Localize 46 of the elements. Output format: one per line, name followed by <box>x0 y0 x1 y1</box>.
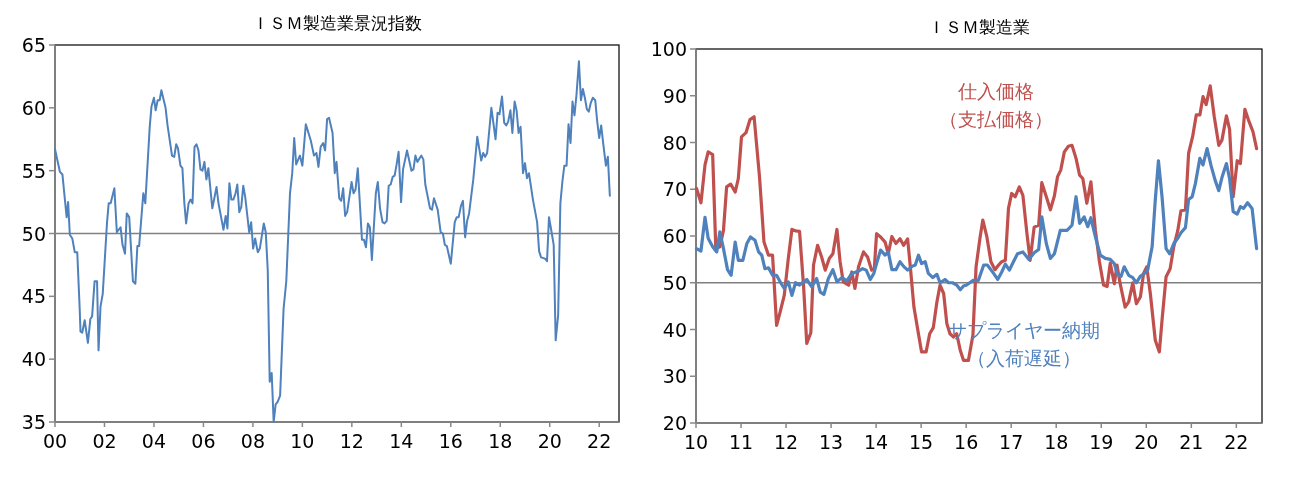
x-tick-label: 00 <box>42 430 68 452</box>
y-tick-label: 40 <box>21 348 46 371</box>
x-tick-label: 10 <box>290 430 315 452</box>
x-tick-label: 02 <box>92 430 117 452</box>
x-tick-label: 22 <box>587 430 612 452</box>
x-tick-label: 04 <box>141 430 167 452</box>
y-tick-label: 60 <box>662 225 687 247</box>
x-tick-label: 21 <box>1179 431 1204 453</box>
x-tick-label: 12 <box>339 430 364 452</box>
y-tick-label: 20 <box>662 412 687 434</box>
x-tick-label: 16 <box>954 431 979 453</box>
line-series <box>54 60 611 423</box>
y-tick-label: 30 <box>662 365 687 388</box>
y-tick-label: 35 <box>21 411 46 433</box>
x-tick-label: 08 <box>240 430 265 452</box>
line-series <box>694 146 1259 297</box>
x-tick-label: 19 <box>1089 431 1114 453</box>
y-tick-label: 65 <box>21 34 46 56</box>
chart-title: ＩＳＭ製造業景況指数 <box>252 13 422 33</box>
x-tick-label: 11 <box>728 431 754 453</box>
x-tick-label: 10 <box>683 431 709 453</box>
x-tick-label: 20 <box>537 430 562 452</box>
y-tick-label: 40 <box>662 318 687 341</box>
x-tick-label: 17 <box>999 431 1024 453</box>
y-tick-label: 60 <box>21 96 46 119</box>
x-tick-label: 14 <box>864 431 889 453</box>
y-tick-label: 55 <box>21 159 46 182</box>
y-tick-label: 70 <box>662 178 687 201</box>
x-tick-label: 12 <box>773 431 799 453</box>
y-tick-label: 100 <box>650 38 687 60</box>
y-tick-label: 90 <box>662 84 687 107</box>
x-tick-label: 18 <box>488 430 513 452</box>
y-tick-label: 45 <box>21 285 46 308</box>
y-tick-label: 80 <box>662 131 687 154</box>
x-tick-label: 16 <box>438 430 463 452</box>
x-tick-label: 15 <box>909 431 934 453</box>
chart-title: ＩＳＭ製造業 <box>928 17 1030 37</box>
y-tick-label: 50 <box>21 222 46 245</box>
x-tick-label: 20 <box>1134 431 1159 453</box>
x-tick-label: 13 <box>818 431 844 453</box>
y-tick-label: 50 <box>662 271 687 294</box>
x-tick-label: 14 <box>389 430 414 452</box>
series-label: 仕入価格（支払価格） <box>938 79 1053 130</box>
x-tick-label: 18 <box>1044 431 1069 453</box>
x-tick-label: 22 <box>1224 431 1249 453</box>
x-tick-label: 06 <box>191 430 216 452</box>
